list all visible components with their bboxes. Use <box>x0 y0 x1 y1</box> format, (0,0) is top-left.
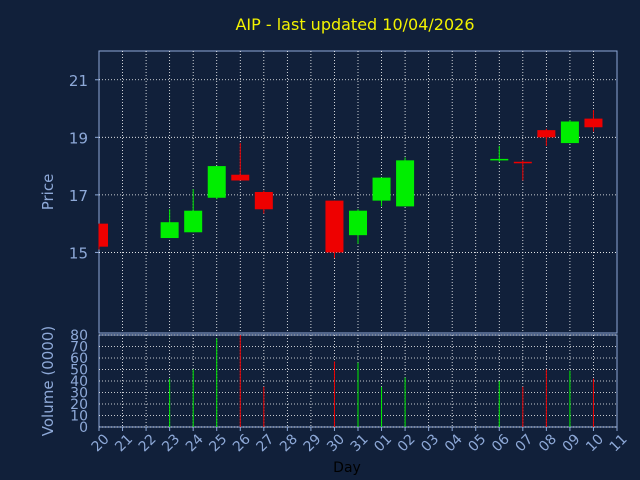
x-tick-label: 02 <box>395 431 419 455</box>
x-tick-label: 22 <box>136 431 160 455</box>
candle-body-25 <box>207 166 226 198</box>
x-tick-label: 29 <box>301 431 325 455</box>
candle-body-08 <box>537 130 556 138</box>
x-tick-label: 08 <box>536 431 560 455</box>
price-tick-label: 15 <box>69 244 88 262</box>
x-tick-label: 10 <box>583 431 607 455</box>
volume-axis-label: Volume (0000) <box>39 326 57 436</box>
x-tick-label: 04 <box>442 431 466 455</box>
x-tick-label: 09 <box>560 431 584 455</box>
price-tick-label: 19 <box>69 129 88 147</box>
x-tick-label: 06 <box>489 431 513 455</box>
volume-tick-label: 30 <box>70 386 88 402</box>
candle-body-10 <box>584 118 603 128</box>
candle-body-26 <box>231 174 250 181</box>
x-tick-label: 28 <box>277 431 301 455</box>
candle-body-30 <box>325 200 344 253</box>
x-tick-labels: 20 21 22 23 24 25 26 27 28 29 30 31 01 02 03 04 05 06 07 08… <box>89 427 631 455</box>
x-tick-label: 11 <box>607 431 631 455</box>
candle-body-23 <box>160 222 179 239</box>
x-tick-label: 24 <box>183 431 207 455</box>
volume-tick-label: 50 <box>70 363 88 379</box>
candle-body-09 <box>560 121 579 144</box>
volume-tick-label: 80 <box>70 328 88 344</box>
x-tick-label: 30 <box>324 431 348 455</box>
volume-tick-label: 20 <box>70 397 88 413</box>
price-panel: 15 17 19 21 <box>69 50 618 334</box>
x-tick-label: 05 <box>465 431 489 455</box>
x-tick-label: 20 <box>89 431 113 455</box>
x-tick-label: 26 <box>230 431 254 455</box>
candle-body-27 <box>254 192 273 210</box>
candle-body-01 <box>372 177 391 201</box>
candle-body-20 <box>99 223 108 247</box>
volume-tick-label: 40 <box>70 374 88 390</box>
chart-title: AIP - last updated 10/04/2026 <box>235 15 474 34</box>
price-tick-label: 21 <box>69 72 88 90</box>
price-tick-label: 17 <box>69 187 88 205</box>
x-tick-label: 23 <box>159 431 183 455</box>
x-tick-label: 27 <box>254 431 278 455</box>
volume-tick-label: 10 <box>70 409 88 425</box>
candle-body-24 <box>184 210 203 233</box>
x-tick-label: 03 <box>418 431 442 455</box>
candle-body-31 <box>349 210 367 236</box>
x-axis-label: Day <box>333 460 361 476</box>
x-tick-label: 25 <box>206 431 230 455</box>
candle-body-07 <box>513 161 532 164</box>
volume-tick-label: 0 <box>79 420 88 436</box>
volume-tick-label: 60 <box>70 351 88 367</box>
volume-tick-label: 70 <box>70 340 88 356</box>
candle-body-02 <box>396 160 415 207</box>
candle-body-06 <box>490 158 509 161</box>
price-axis-label: Price <box>39 174 57 211</box>
x-tick-label: 21 <box>112 431 136 455</box>
x-tick-label: 01 <box>371 431 395 455</box>
x-tick-label: 07 <box>513 431 537 455</box>
x-tick-label: 31 <box>348 431 372 455</box>
